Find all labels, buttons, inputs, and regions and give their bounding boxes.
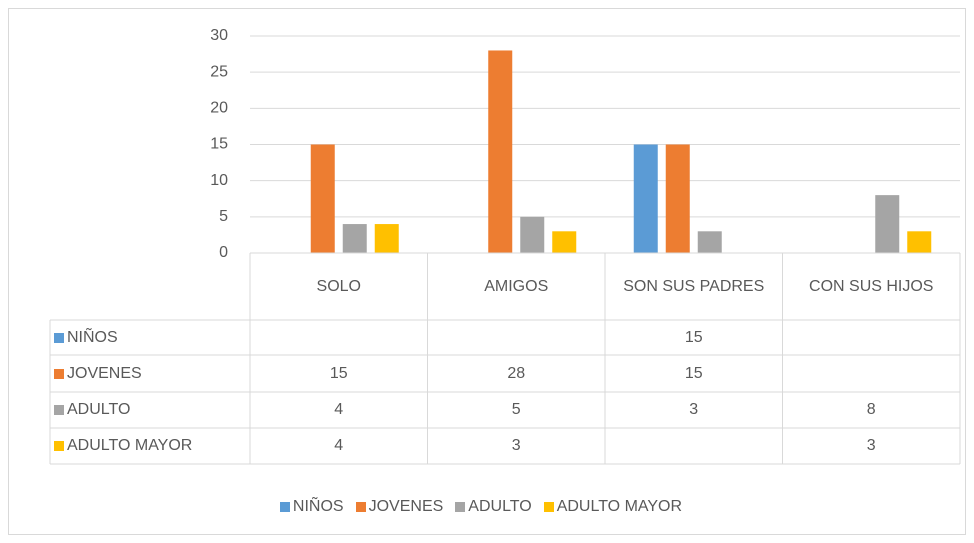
legend-label: ADULTO (468, 498, 532, 515)
bar (697, 231, 722, 253)
category-label: SON SUS PADRES (623, 277, 765, 295)
table-row-header: ADULTO (50, 392, 250, 428)
table-value: 15 (684, 328, 703, 346)
bar (552, 231, 577, 253)
y-tick-label: 10 (210, 172, 228, 189)
bar (520, 216, 545, 253)
table-value: 15 (329, 364, 348, 382)
legend-item: ADULTO (455, 496, 532, 518)
category-label: CON SUS HIJOS (809, 277, 934, 295)
table-value: 15 (684, 364, 703, 382)
legend-label: NIÑOS (292, 498, 344, 515)
legend-item: NIÑOS (279, 496, 344, 518)
y-tick-label: 15 (210, 136, 228, 153)
bar (374, 224, 399, 253)
table-row-header: JOVENES (50, 355, 250, 392)
table-value: 3 (511, 437, 521, 454)
table-value: 3 (866, 437, 876, 454)
category-label: SOLO (316, 277, 361, 295)
legend-label: ADULTO MAYOR (556, 498, 683, 515)
legend-key (543, 502, 554, 512)
bar (907, 231, 932, 253)
legend-label: JOVENES (368, 498, 444, 515)
category-label: AMIGOS (484, 277, 549, 295)
legend-key (279, 502, 290, 512)
legend-key (455, 502, 466, 512)
table-value: 8 (866, 401, 876, 418)
table-value: 3 (689, 401, 699, 418)
y-tick-label: 20 (210, 100, 228, 117)
legend-item: JOVENES (355, 496, 444, 518)
legend-key (54, 368, 64, 379)
table-value: 5 (511, 401, 521, 418)
table-row-header: NIÑOS (50, 320, 250, 355)
table-row-header: ADULTO MAYOR (50, 428, 250, 464)
legend: NIÑOS JOVENES ADULTO ADULTO MAYOR (0, 495, 974, 519)
series-name: ADULTO MAYOR (67, 437, 193, 454)
chart-border (8, 8, 966, 535)
legend-key (54, 405, 64, 415)
table-value: 4 (334, 401, 344, 418)
series-name: ADULTO (67, 401, 131, 418)
bar (665, 144, 690, 253)
y-tick-label: 0 (219, 244, 228, 261)
bar (633, 144, 658, 253)
y-tick-label: 25 (210, 63, 228, 80)
bar (875, 195, 900, 253)
bar (310, 144, 335, 253)
table-value: 28 (507, 364, 526, 382)
bar (488, 50, 513, 253)
y-tick-label: 30 (210, 27, 228, 44)
legend-item: ADULTO MAYOR (543, 496, 683, 518)
legend-key (54, 441, 64, 451)
legend-key (54, 332, 64, 343)
table-value: 4 (334, 437, 344, 454)
bar (342, 224, 367, 253)
series-name: JOVENES (67, 364, 142, 382)
series-name: NIÑOS (67, 328, 118, 346)
legend-key (355, 502, 366, 512)
y-tick-label: 5 (219, 208, 228, 225)
